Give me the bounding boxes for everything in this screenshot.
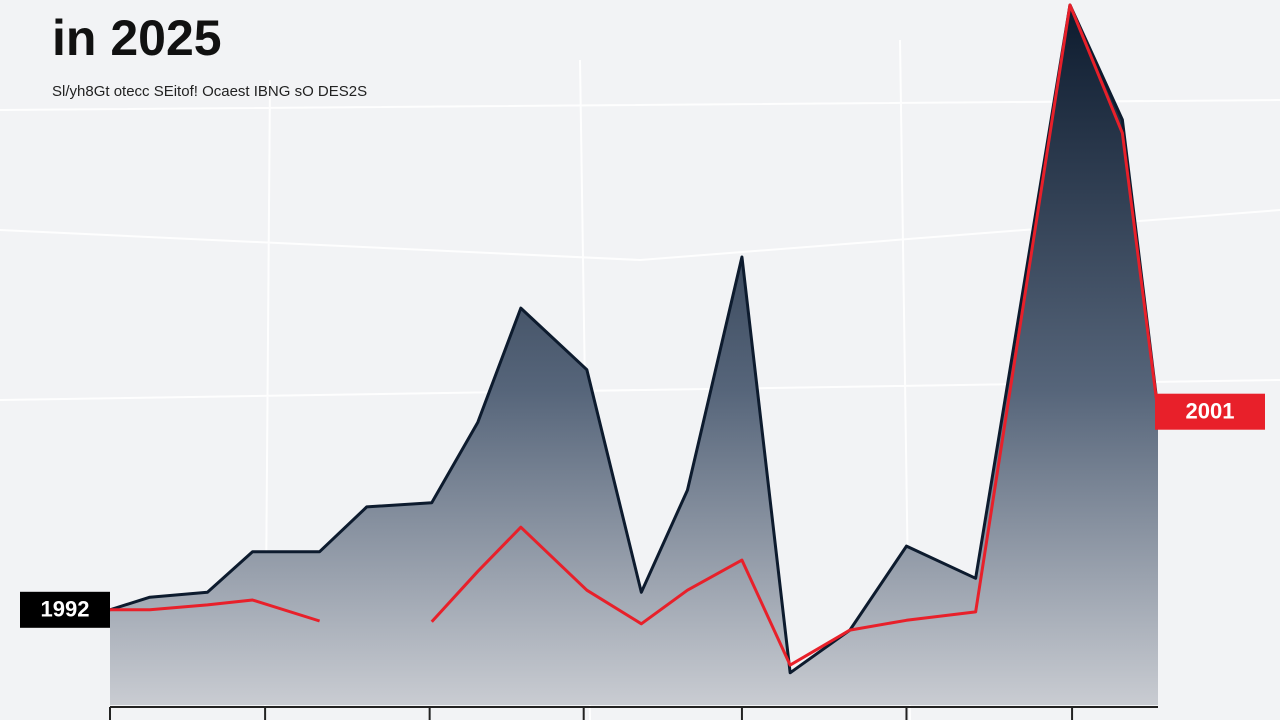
- annotation-box: [20, 591, 110, 628]
- series-line: [109, 3, 1160, 675]
- series-line: [430, 3, 1160, 667]
- annotation-label: 2001: [1186, 399, 1235, 424]
- area: [110, 5, 1158, 705]
- chart-subtitle: Sl/yh8Gt otecc SEitof! Ocaest IBNG sO DE…: [52, 83, 367, 100]
- annotation-label: 1992: [41, 597, 90, 622]
- annotation-box: [1155, 393, 1265, 430]
- chart-title: in 2025: [52, 10, 222, 66]
- series-line: [110, 598, 321, 623]
